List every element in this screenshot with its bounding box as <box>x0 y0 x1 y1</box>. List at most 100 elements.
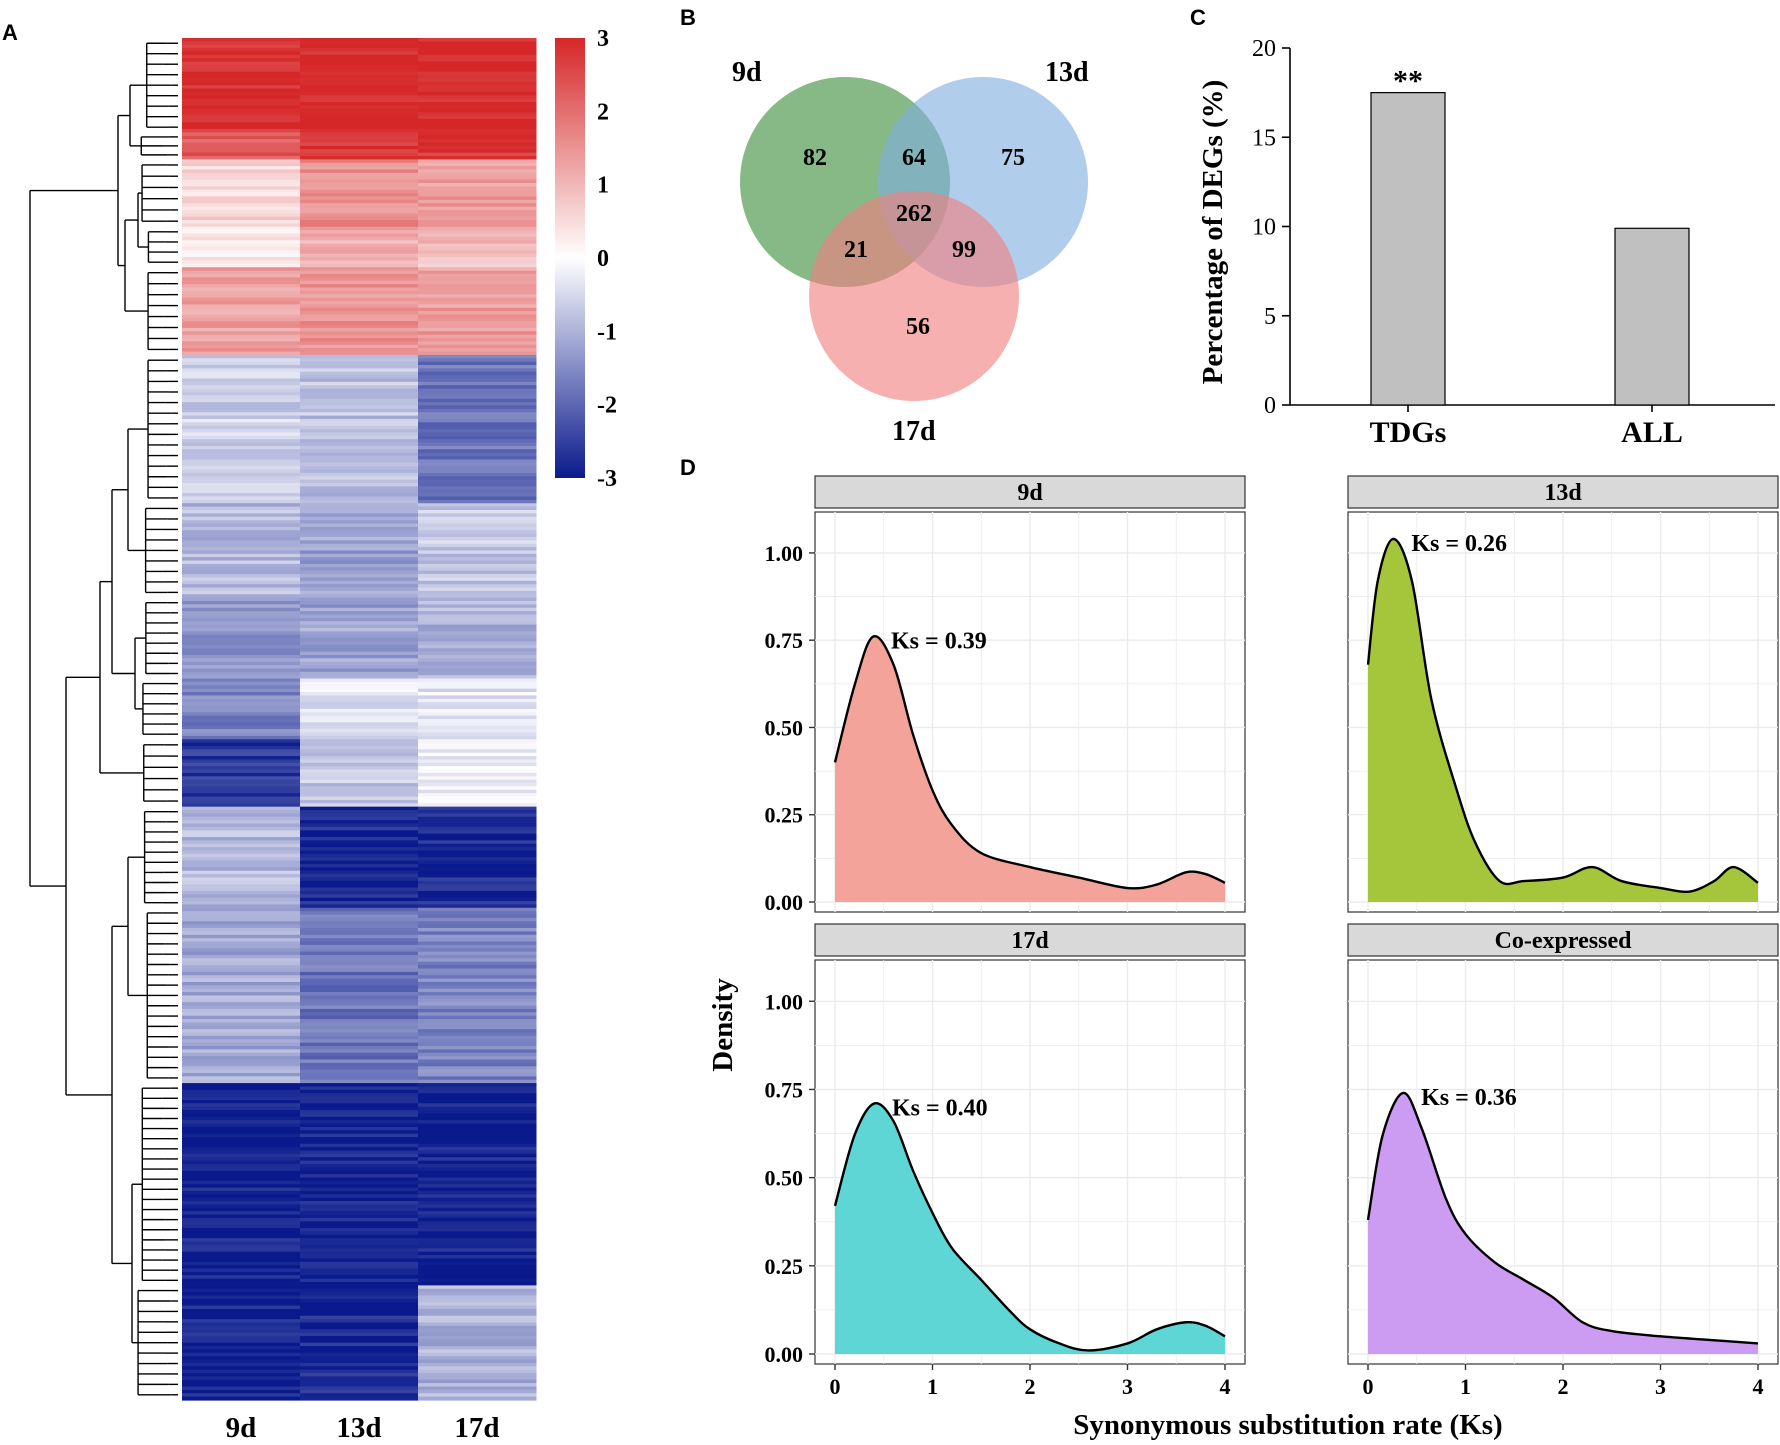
heatmap-cell <box>418 523 537 528</box>
heatmap-cell <box>182 1342 301 1347</box>
heatmap-cell <box>418 375 537 380</box>
heatmap-cell <box>418 914 537 919</box>
heatmap-cell <box>418 553 537 558</box>
heatmap-cell <box>182 469 301 474</box>
heatmap-cell <box>418 783 537 788</box>
heatmap-cell <box>418 304 537 309</box>
heatmap-cell <box>182 1352 301 1357</box>
heatmap-cell <box>182 1308 301 1313</box>
heatmap-cell <box>182 115 301 120</box>
heatmap-cell <box>300 860 419 865</box>
heatmap-cell <box>182 91 301 96</box>
heatmap-cell <box>182 385 301 390</box>
heatmap-cell <box>418 563 537 568</box>
heatmap-cell <box>418 732 537 737</box>
heatmap-cell <box>418 1029 537 1034</box>
heatmap-cell <box>418 233 537 238</box>
heatmap-cell <box>182 661 301 666</box>
heatmap-cell <box>300 1049 419 1054</box>
heatmap-cell <box>182 287 301 292</box>
heatmap-cell <box>418 162 537 167</box>
heatmap-cell <box>418 371 537 376</box>
facet-x-tick-label: 2 <box>1558 1374 1569 1399</box>
heatmap-cell <box>182 806 301 811</box>
heatmap-cell <box>300 567 419 572</box>
heatmap-cell <box>300 877 419 882</box>
heatmap-cell <box>418 203 537 208</box>
heatmap-cell <box>182 563 301 568</box>
density-area <box>1368 538 1758 902</box>
heatmap-cell <box>418 1012 537 1017</box>
heatmap-cell <box>418 1079 537 1084</box>
heatmap-cell <box>418 1052 537 1057</box>
heatmap-cell <box>300 405 419 410</box>
heatmap-cell <box>418 41 537 46</box>
heatmap-cell <box>182 1292 301 1297</box>
heatmap-cell <box>300 462 419 467</box>
heatmap-cell <box>182 1042 301 1047</box>
heatmap-cell <box>418 847 537 852</box>
heatmap-cell <box>418 226 537 231</box>
heatmap-cell <box>418 1238 537 1243</box>
heatmap-cell <box>182 297 301 302</box>
heatmap-cell <box>418 1379 537 1384</box>
heatmap-cell <box>418 1231 537 1236</box>
heatmap-cell <box>182 1224 301 1229</box>
heatmap-cell <box>300 1204 419 1209</box>
heatmap-cell <box>300 159 419 164</box>
heatmap-cell <box>300 230 419 235</box>
heatmap-cell <box>182 172 301 177</box>
heatmap-cell <box>418 816 537 821</box>
heatmap-cell <box>182 236 301 241</box>
heatmap-cell <box>300 975 419 980</box>
heatmap-cell <box>300 931 419 936</box>
density-facets-panel: 9d Ks = 0.39 0.00 0.25 0.50 0.75 1.00 13d Ks = 0… <box>707 475 1779 1441</box>
heatmap-cell <box>418 118 537 123</box>
heatmap-cell <box>182 708 301 713</box>
heatmap-cell <box>300 1393 419 1398</box>
heatmap-cell <box>182 722 301 727</box>
heatmap-cell <box>182 145 301 150</box>
heatmap-cell <box>418 149 537 154</box>
heatmap-cell <box>300 1278 419 1283</box>
heatmap-cell <box>182 432 301 437</box>
heatmap-cell <box>300 506 419 511</box>
heatmap-cell <box>418 91 537 96</box>
heatmap-cell <box>182 193 301 198</box>
heatmap-cell <box>182 1170 301 1175</box>
heatmap-cell <box>300 1133 419 1138</box>
heatmap-cell <box>182 429 301 434</box>
heatmap-cell <box>418 772 537 777</box>
heatmap-cell <box>300 938 419 943</box>
heatmap-cell <box>418 1366 537 1371</box>
heatmap-cell <box>182 243 301 248</box>
heatmap-cell <box>300 988 419 993</box>
heatmap-cell <box>418 1174 537 1179</box>
heatmap-cell <box>418 863 537 868</box>
density-facet: Co-expressed Ks = 0.36 0 1 2 3 4 <box>1347 923 1779 1399</box>
heatmap-cell <box>418 466 537 471</box>
heatmap-cell <box>182 499 301 504</box>
facet-x-tick-label: 4 <box>1220 1374 1231 1399</box>
heatmap-cell <box>418 1319 537 1324</box>
heatmap-cell <box>418 472 537 477</box>
heatmap-cell <box>182 735 301 740</box>
heatmap-cell <box>182 1325 301 1330</box>
heatmap-cell <box>418 931 537 936</box>
heatmap-cell <box>182 179 301 184</box>
heatmap-column-label: 17d <box>454 1412 499 1444</box>
heatmap-cell <box>182 1376 301 1381</box>
bar-all <box>1614 227 1690 406</box>
heatmap-cell <box>182 452 301 457</box>
heatmap-cell <box>300 1147 419 1152</box>
heatmap-cell <box>418 1342 537 1347</box>
heatmap-cell <box>418 1228 537 1233</box>
heatmap-cell <box>300 712 419 717</box>
heatmap-cell <box>418 968 537 973</box>
heatmap-cell <box>300 584 419 589</box>
heatmap-cell <box>418 112 537 117</box>
heatmap-cell <box>418 432 537 437</box>
heatmap-cell <box>182 118 301 123</box>
heatmap-cell <box>182 877 301 882</box>
heatmap-cell <box>300 1069 419 1074</box>
